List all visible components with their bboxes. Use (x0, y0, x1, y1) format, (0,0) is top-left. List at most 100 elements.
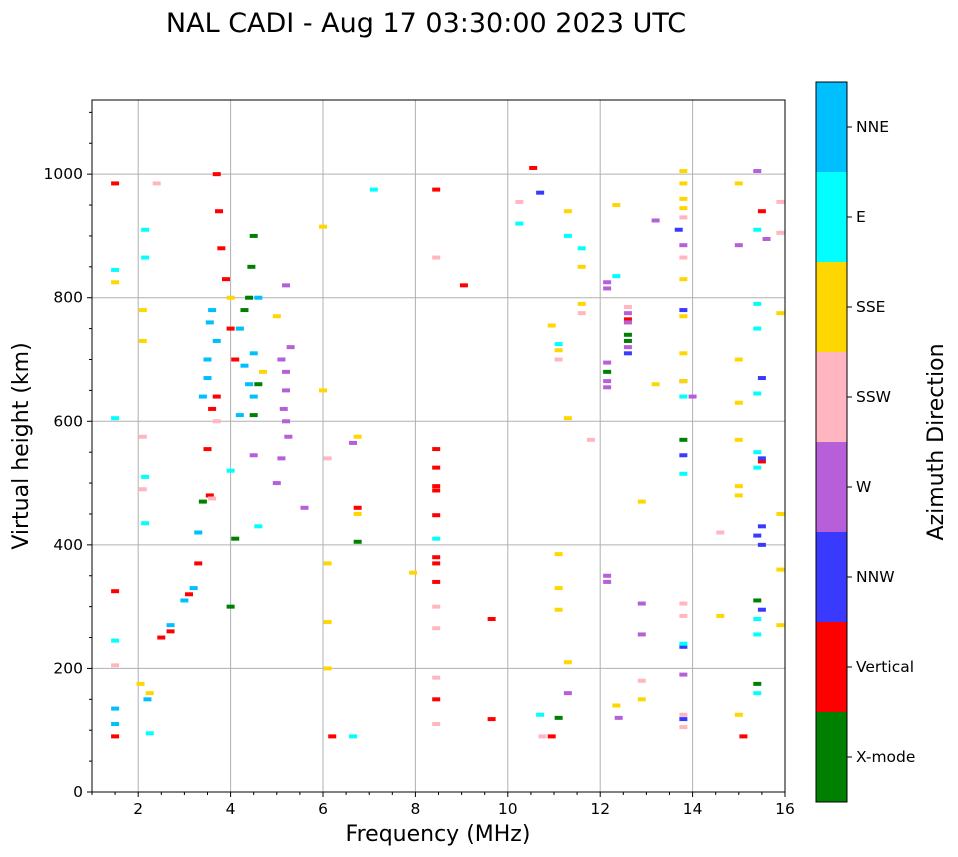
data-point (249, 413, 258, 418)
data-point (612, 203, 621, 208)
x-axis-label: Frequency (MHz) (346, 822, 531, 847)
data-point (319, 224, 327, 229)
data-point (757, 456, 766, 461)
data-point (286, 345, 295, 350)
data-point (459, 283, 468, 288)
data-point (734, 493, 743, 498)
colorbar: X-mode Vertical NNW W SSW SSE E NNE (815, 81, 915, 803)
data-point (753, 169, 762, 174)
data-point (432, 675, 441, 680)
data-point (138, 487, 147, 492)
data-point (757, 607, 766, 612)
data-point (554, 715, 563, 720)
data-point (432, 555, 441, 560)
data-point (111, 734, 120, 739)
data-point (679, 255, 688, 260)
data-point (300, 505, 309, 510)
data-point (757, 459, 766, 464)
series-w (249, 169, 771, 720)
data-point (739, 734, 748, 739)
data-point (637, 697, 646, 702)
data-point (679, 453, 688, 458)
data-point (212, 394, 221, 399)
data-point (203, 447, 212, 452)
data-point (753, 391, 762, 396)
data-point (282, 283, 291, 288)
data-point (111, 280, 120, 285)
data-point (679, 215, 688, 220)
data-point (272, 314, 281, 319)
grid (92, 100, 785, 792)
data-point (217, 246, 226, 251)
data-point (282, 388, 291, 393)
data-point (776, 623, 785, 628)
data-point (515, 221, 524, 226)
series-vertical (111, 165, 766, 739)
data-point (487, 617, 496, 621)
plot-background (92, 100, 785, 792)
x-tick-label: 16 (775, 800, 795, 818)
data-point (679, 725, 688, 730)
data-point (637, 632, 646, 637)
data-point (245, 382, 254, 387)
data-point (679, 644, 688, 649)
data-point (226, 326, 235, 331)
x-tick-label: 4 (226, 800, 236, 818)
data-point (679, 308, 688, 313)
data-point (637, 678, 646, 683)
data-point (203, 376, 212, 381)
data-point (185, 592, 194, 597)
data-point (776, 567, 785, 572)
data-point (753, 632, 762, 637)
data-point (563, 691, 572, 696)
y-tick-label: 1000 (44, 165, 83, 183)
data-point (776, 311, 785, 316)
data-point (757, 376, 766, 381)
series-nnw (536, 190, 766, 722)
data-point (323, 456, 332, 461)
data-point (145, 691, 154, 696)
data-point (603, 369, 612, 374)
data-point (753, 326, 762, 331)
data-point (212, 338, 221, 343)
data-point (111, 416, 120, 421)
data-point (679, 206, 688, 211)
data-point (432, 604, 441, 609)
data-point (432, 697, 441, 702)
data-point (563, 209, 572, 214)
data-point (432, 561, 441, 566)
data-point (254, 382, 263, 387)
data-point (762, 237, 771, 242)
data-point (111, 663, 120, 668)
colorbar-segment (816, 712, 847, 802)
data-point (554, 586, 563, 591)
data-point (776, 199, 785, 204)
data-point (198, 394, 207, 399)
data-point (538, 734, 547, 739)
data-point (753, 681, 762, 686)
data-point (231, 357, 240, 362)
data-point (603, 286, 612, 291)
colorbar-label: Azimuth Direction (924, 343, 949, 540)
series-x-mode (198, 233, 762, 720)
data-point (679, 613, 688, 618)
data-point (205, 493, 214, 498)
data-point (226, 604, 235, 609)
data-point (679, 717, 688, 722)
data-point (679, 277, 688, 282)
data-point (547, 734, 556, 739)
data-point (254, 524, 263, 529)
data-point (753, 617, 762, 621)
data-point (143, 697, 152, 702)
data-point (111, 706, 120, 711)
data-point (577, 246, 586, 251)
colorbar-tick-label: Vertical (856, 658, 914, 676)
data-point (679, 601, 688, 606)
data-point (432, 484, 441, 489)
data-point (753, 465, 762, 470)
y-axis-label: Virtual height (km) (9, 342, 34, 549)
colorbar-segment (816, 262, 847, 352)
data-point (226, 468, 235, 473)
data-point (258, 369, 267, 374)
